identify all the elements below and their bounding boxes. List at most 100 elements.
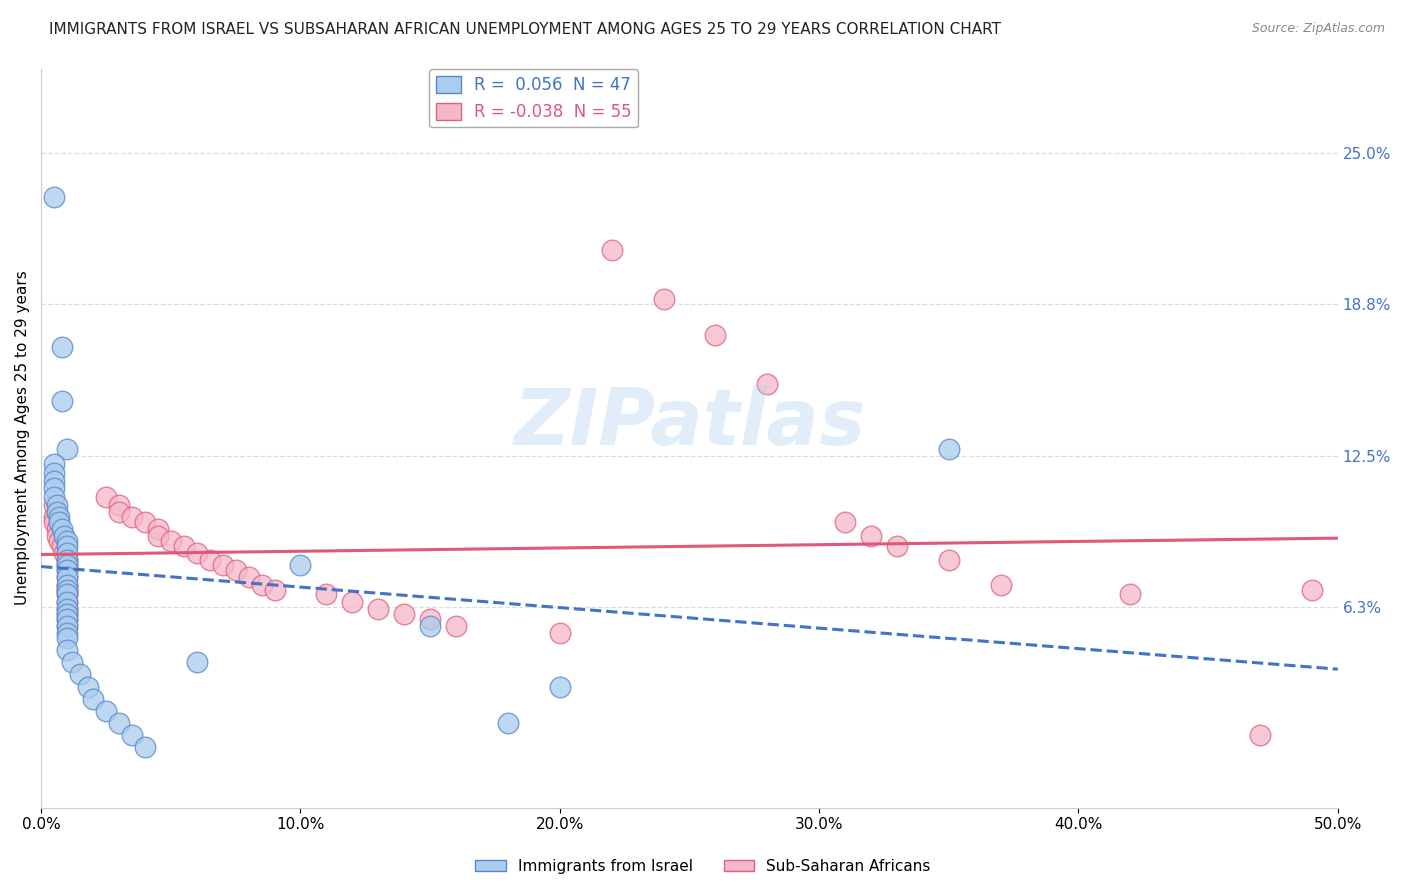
Point bbox=[56, 553, 79, 567]
Point bbox=[56, 563, 79, 577]
Point bbox=[45, 529, 67, 543]
Point bbox=[263, 582, 285, 597]
Point bbox=[342, 595, 364, 609]
Point bbox=[444, 619, 467, 633]
Point bbox=[419, 619, 441, 633]
Point bbox=[134, 515, 156, 529]
Point bbox=[704, 328, 727, 343]
Point bbox=[48, 534, 70, 549]
Point bbox=[42, 509, 65, 524]
Point bbox=[834, 515, 856, 529]
Text: IMMIGRANTS FROM ISRAEL VS SUBSAHARAN AFRICAN UNEMPLOYMENT AMONG AGES 25 TO 29 YE: IMMIGRANTS FROM ISRAEL VS SUBSAHARAN AFR… bbox=[49, 22, 1001, 37]
Point bbox=[56, 558, 79, 573]
Point bbox=[1301, 582, 1323, 597]
Point bbox=[600, 244, 623, 258]
Point bbox=[56, 534, 79, 549]
Legend: R =  0.056  N = 47, R = -0.038  N = 55: R = 0.056 N = 47, R = -0.038 N = 55 bbox=[429, 70, 638, 128]
Point bbox=[225, 563, 247, 577]
Point bbox=[419, 612, 441, 626]
Point bbox=[121, 509, 143, 524]
Point bbox=[56, 607, 79, 621]
Point bbox=[652, 292, 675, 306]
Legend: Immigrants from Israel, Sub-Saharan Africans: Immigrants from Israel, Sub-Saharan Afri… bbox=[470, 853, 936, 880]
Point bbox=[56, 626, 79, 640]
Point bbox=[56, 631, 79, 645]
Point bbox=[56, 619, 79, 633]
Point bbox=[56, 587, 79, 601]
Point bbox=[51, 522, 73, 536]
Point bbox=[1249, 728, 1271, 742]
Point bbox=[42, 457, 65, 471]
Point bbox=[990, 578, 1012, 592]
Point bbox=[42, 481, 65, 495]
Point bbox=[56, 578, 79, 592]
Point bbox=[53, 529, 76, 543]
Point bbox=[134, 740, 156, 755]
Point bbox=[45, 522, 67, 536]
Point bbox=[56, 442, 79, 456]
Point bbox=[56, 539, 79, 553]
Point bbox=[56, 612, 79, 626]
Point bbox=[56, 612, 79, 626]
Point bbox=[56, 546, 79, 560]
Point bbox=[56, 582, 79, 597]
Point bbox=[108, 498, 131, 512]
Point bbox=[198, 553, 221, 567]
Point bbox=[146, 522, 169, 536]
Point bbox=[756, 376, 779, 391]
Point bbox=[186, 546, 208, 560]
Point bbox=[51, 340, 73, 354]
Point bbox=[48, 515, 70, 529]
Point bbox=[211, 558, 233, 573]
Point bbox=[146, 529, 169, 543]
Point bbox=[938, 442, 960, 456]
Point bbox=[56, 570, 79, 584]
Point bbox=[250, 578, 273, 592]
Y-axis label: Unemployment Among Ages 25 to 29 years: Unemployment Among Ages 25 to 29 years bbox=[15, 271, 30, 606]
Point bbox=[76, 680, 98, 694]
Point bbox=[56, 558, 79, 573]
Point bbox=[51, 539, 73, 553]
Point bbox=[859, 529, 882, 543]
Point bbox=[56, 582, 79, 597]
Text: Source: ZipAtlas.com: Source: ZipAtlas.com bbox=[1251, 22, 1385, 36]
Point bbox=[238, 570, 260, 584]
Point bbox=[42, 515, 65, 529]
Point bbox=[42, 474, 65, 488]
Text: ZIPatlas: ZIPatlas bbox=[513, 385, 866, 461]
Point bbox=[496, 715, 519, 730]
Point bbox=[186, 655, 208, 669]
Point bbox=[69, 667, 91, 681]
Point bbox=[56, 595, 79, 609]
Point bbox=[56, 553, 79, 567]
Point bbox=[548, 626, 571, 640]
Point bbox=[42, 190, 65, 204]
Point bbox=[56, 602, 79, 616]
Point bbox=[94, 704, 117, 718]
Point bbox=[56, 587, 79, 601]
Point bbox=[56, 570, 79, 584]
Point bbox=[45, 498, 67, 512]
Point bbox=[548, 680, 571, 694]
Point bbox=[290, 558, 312, 573]
Point bbox=[82, 691, 104, 706]
Point bbox=[56, 619, 79, 633]
Point bbox=[392, 607, 415, 621]
Point bbox=[56, 578, 79, 592]
Point bbox=[53, 546, 76, 560]
Point bbox=[1119, 587, 1142, 601]
Point bbox=[51, 393, 73, 408]
Point bbox=[56, 602, 79, 616]
Point bbox=[94, 491, 117, 505]
Point bbox=[108, 715, 131, 730]
Point bbox=[108, 505, 131, 519]
Point bbox=[48, 509, 70, 524]
Point bbox=[42, 467, 65, 481]
Point bbox=[938, 553, 960, 567]
Point bbox=[56, 563, 79, 577]
Point bbox=[886, 539, 908, 553]
Point bbox=[173, 539, 195, 553]
Point bbox=[56, 643, 79, 657]
Point bbox=[367, 602, 389, 616]
Point bbox=[42, 491, 65, 505]
